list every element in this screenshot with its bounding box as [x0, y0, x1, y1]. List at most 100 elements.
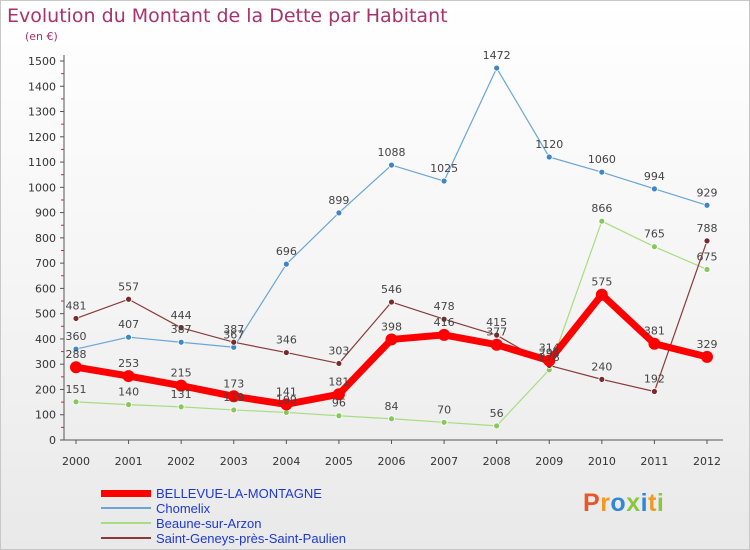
data-point — [335, 412, 343, 420]
data-label: 788 — [697, 222, 718, 235]
legend-label: Chomelix — [156, 501, 211, 516]
data-label: 151 — [66, 383, 87, 396]
y-tick-label: 200 — [35, 383, 56, 396]
x-tick-label: 2011 — [640, 455, 668, 468]
data-point — [598, 217, 606, 225]
x-tick-label: 2010 — [588, 455, 616, 468]
data-point — [175, 379, 188, 392]
y-tick-label: 0 — [49, 434, 56, 447]
y-tick-label: 1300 — [28, 106, 56, 119]
data-label: 929 — [697, 186, 718, 199]
data-label: 181 — [328, 375, 349, 388]
data-point — [703, 266, 711, 273]
data-point — [332, 388, 345, 401]
x-tick-label: 2005 — [325, 455, 353, 468]
data-label: 140 — [118, 386, 139, 399]
data-label: 387 — [223, 323, 244, 336]
data-point — [440, 418, 448, 426]
data-label: 173 — [223, 377, 244, 390]
series-layer — [70, 64, 713, 430]
data-label: 575 — [591, 276, 612, 289]
data-point — [490, 338, 503, 351]
data-point — [177, 338, 185, 346]
legend-label: Saint-Geneys-près-Saint-Paulien — [156, 531, 347, 546]
data-label: 415 — [486, 316, 507, 329]
x-tick-label: 2006 — [378, 455, 406, 468]
data-label: 119 — [223, 391, 244, 404]
y-tick-label: 100 — [35, 409, 56, 422]
data-label: 407 — [118, 318, 139, 331]
data-label: 478 — [434, 300, 455, 313]
y-tick-label: 900 — [35, 207, 56, 220]
x-tick-label: 2004 — [272, 455, 300, 468]
y-tick-label: 1400 — [28, 80, 56, 93]
chart-subtitle: (en €) — [25, 30, 58, 43]
data-point — [701, 350, 713, 363]
y-tick-label: 1500 — [28, 55, 56, 68]
legend-label: BELLEVUE-LA-MONTAGNE — [156, 486, 322, 501]
data-point — [598, 375, 606, 383]
x-tick-label: 2007 — [430, 455, 458, 468]
data-label: 481 — [66, 299, 87, 312]
y-tick-label: 1100 — [28, 156, 56, 169]
data-point — [385, 333, 398, 346]
data-label: 84 — [385, 400, 399, 413]
data-label: 444 — [171, 309, 192, 322]
data-point — [543, 354, 556, 367]
data-point — [230, 338, 238, 346]
y-tick-label: 700 — [35, 257, 56, 270]
data-point — [493, 422, 501, 430]
data-label: 765 — [644, 228, 665, 241]
logo-letter: x — [626, 489, 641, 517]
data-point — [440, 315, 448, 323]
legend-swatch — [101, 507, 151, 509]
data-point — [70, 361, 82, 374]
axes: 0 100 200 300 400 500 600 700 800 900 1000 1100 1200… — [28, 55, 723, 468]
data-label: 546 — [381, 283, 402, 296]
data-point — [703, 237, 711, 245]
data-point — [703, 201, 711, 209]
data-label: 377 — [486, 326, 507, 339]
x-tick-label: 2000 — [62, 455, 90, 468]
data-label: 675 — [697, 250, 718, 263]
data-point — [440, 177, 448, 185]
data-point — [648, 337, 661, 350]
data-label: 416 — [434, 316, 455, 329]
data-label: 1120 — [535, 138, 563, 151]
data-label: 1472 — [483, 49, 511, 62]
legend-swatch — [101, 522, 151, 524]
logo-letter: i — [656, 489, 665, 517]
data-label: 109 — [276, 393, 297, 406]
data-point — [388, 161, 395, 169]
x-tick-label: 2012 — [693, 455, 721, 468]
y-tick-label: 1200 — [28, 131, 56, 144]
data-label: 192 — [644, 372, 665, 385]
proxiti-logo: Proxiti — [583, 489, 664, 518]
data-point — [72, 345, 80, 353]
data-label: 696 — [276, 245, 297, 258]
data-point — [598, 168, 606, 176]
data-label: 215 — [171, 367, 192, 380]
legend-swatch — [101, 537, 151, 539]
data-point — [651, 388, 658, 395]
data-point — [438, 328, 451, 341]
data-point — [388, 415, 395, 423]
data-label: 398 — [381, 320, 402, 333]
data-label: 56 — [490, 407, 504, 420]
data-label: 96 — [332, 397, 346, 410]
data-point — [335, 360, 343, 367]
data-point — [493, 331, 501, 339]
data-label: 346 — [276, 334, 297, 347]
data-label: 1025 — [430, 162, 458, 175]
y-tick-label: 400 — [35, 333, 56, 346]
data-label: 329 — [697, 338, 718, 351]
data-label: 303 — [328, 344, 349, 357]
data-label: 1060 — [588, 153, 616, 166]
data-label: 557 — [118, 280, 139, 293]
y-tick-label: 800 — [35, 232, 56, 245]
data-label: 131 — [171, 388, 192, 401]
data-point — [122, 370, 135, 383]
